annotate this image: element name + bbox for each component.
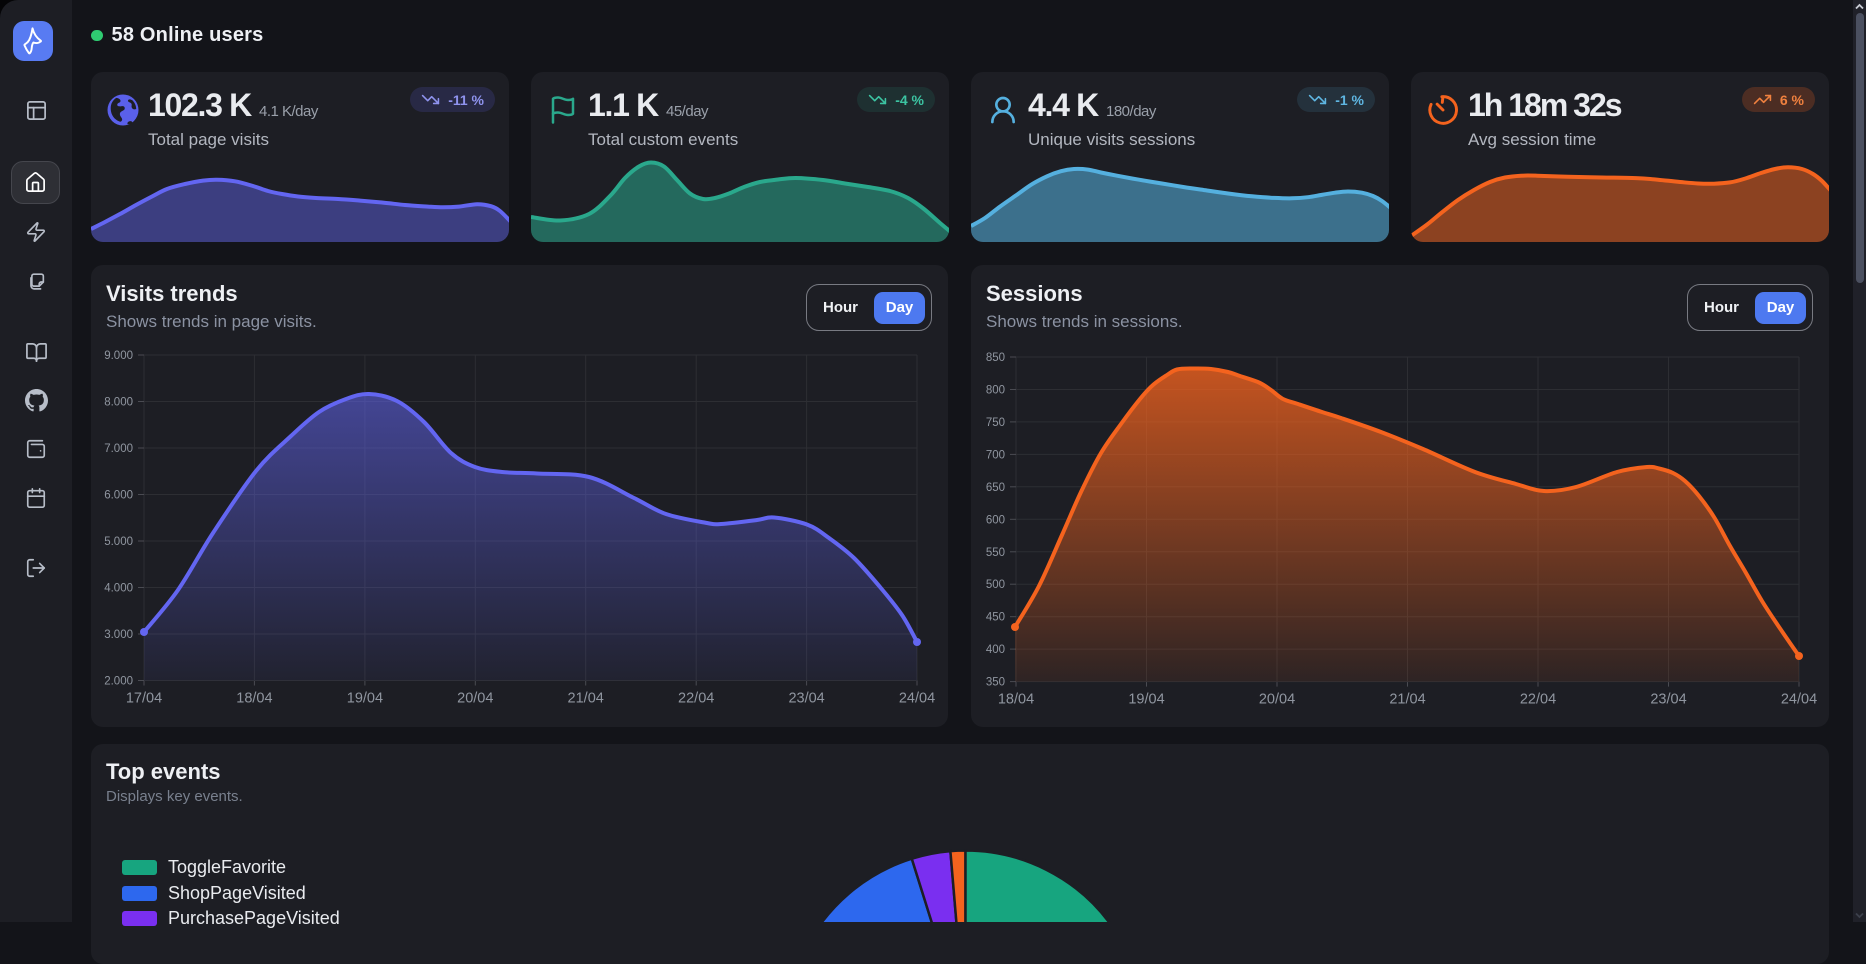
svg-text:700: 700: [986, 449, 1005, 461]
svg-text:22/04: 22/04: [1520, 692, 1556, 708]
svg-text:6.000: 6.000: [104, 490, 133, 502]
svg-text:600: 600: [986, 514, 1005, 526]
svg-text:500: 500: [986, 579, 1005, 591]
svg-text:4.000: 4.000: [104, 583, 133, 595]
svg-text:650: 650: [986, 482, 1005, 494]
svg-text:350: 350: [986, 677, 1005, 689]
svg-text:17/04: 17/04: [126, 691, 162, 707]
svg-text:20/04: 20/04: [457, 691, 493, 707]
svg-text:24/04: 24/04: [1781, 692, 1817, 708]
svg-text:9.000: 9.000: [104, 350, 133, 362]
svg-text:18/04: 18/04: [998, 692, 1034, 708]
svg-text:800: 800: [986, 385, 1005, 397]
svg-text:2.000: 2.000: [104, 676, 133, 688]
svg-text:7.000: 7.000: [104, 443, 133, 455]
svg-text:3.000: 3.000: [104, 629, 133, 641]
svg-text:23/04: 23/04: [788, 691, 824, 707]
svg-text:21/04: 21/04: [1389, 692, 1425, 708]
svg-text:8.000: 8.000: [104, 397, 133, 409]
svg-text:23/04: 23/04: [1650, 692, 1686, 708]
svg-text:450: 450: [986, 612, 1005, 624]
svg-text:22/04: 22/04: [678, 691, 714, 707]
svg-text:750: 750: [986, 417, 1005, 429]
svg-text:24/04: 24/04: [899, 691, 935, 707]
svg-text:550: 550: [986, 547, 1005, 559]
svg-text:18/04: 18/04: [236, 691, 272, 707]
svg-text:21/04: 21/04: [568, 691, 604, 707]
svg-text:20/04: 20/04: [1259, 692, 1295, 708]
svg-text:19/04: 19/04: [347, 691, 383, 707]
svg-text:850: 850: [986, 352, 1005, 364]
svg-text:5.000: 5.000: [104, 536, 133, 548]
svg-text:19/04: 19/04: [1128, 692, 1164, 708]
svg-text:400: 400: [986, 644, 1005, 656]
